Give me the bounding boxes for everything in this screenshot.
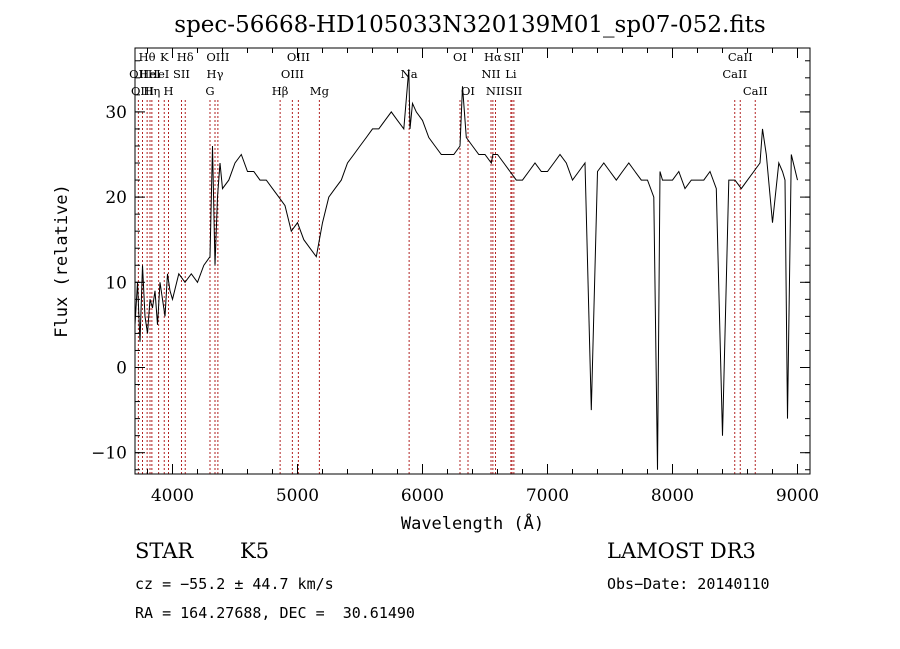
line-id-label: OIII xyxy=(287,50,310,64)
line-id-label: SII xyxy=(505,84,522,98)
x-tick-label: 6000 xyxy=(401,486,444,506)
y-axis-label: Flux (relative) xyxy=(52,184,72,338)
y-tick-label: 30 xyxy=(105,103,127,123)
line-id-label: SII xyxy=(504,50,521,64)
x-tick-label: 7000 xyxy=(526,486,569,506)
line-id-label: Hδ xyxy=(177,50,194,64)
line-id-label: OI xyxy=(453,50,467,64)
line-id-label: OIII xyxy=(206,50,229,64)
plot-frame xyxy=(134,47,811,475)
line-id-label: OI xyxy=(461,84,475,98)
line-id-label: OIII xyxy=(281,67,304,81)
x-axis-label: Wavelength (Å) xyxy=(401,512,544,534)
redshift-velocity: cz = −55.2 ± 44.7 km/s xyxy=(135,575,334,593)
coordinates: RA = 164.27688, DEC = 30.61490 xyxy=(135,604,415,622)
y-tick-label: 10 xyxy=(105,273,127,293)
line-id-label: H xyxy=(163,84,173,98)
line-id-label: NII xyxy=(486,84,505,98)
chart-title: spec-56668-HD105033N320139M01_sp07-052.f… xyxy=(174,12,765,38)
line-id-label: SII xyxy=(173,67,190,81)
line-id-label: NII xyxy=(481,67,500,81)
line-id-label: Hβ xyxy=(272,84,289,98)
line-id-label: OII xyxy=(129,67,148,81)
x-tick-label: 5000 xyxy=(276,486,319,506)
y-tick-label: −10 xyxy=(91,444,127,464)
axis-ticks: 4000 5000 6000 7000 8000 9000 −10 0 10 20 30 xyxy=(91,48,819,506)
line-id-label: Hθ xyxy=(139,50,156,64)
line-id-label: Mg xyxy=(310,84,330,98)
line-id-label: Li xyxy=(505,67,517,81)
emission-line-markers: OIIOIIIHθHeIHηHeIKHSIIHδGHγOIIIHβOIIIOII… xyxy=(129,50,768,474)
spectral-subclass: K5 xyxy=(240,539,270,563)
y-tick-label: 0 xyxy=(116,359,127,379)
line-id-label: Hγ xyxy=(207,67,224,81)
spectrum-line xyxy=(134,69,798,470)
line-id-label: K xyxy=(160,50,169,64)
line-id-label: Hη xyxy=(143,84,160,98)
x-tick-label: 4000 xyxy=(151,486,194,506)
line-id-label: G xyxy=(205,84,214,98)
object-class: STAR xyxy=(135,539,194,563)
line-id-label: HeI xyxy=(139,67,160,81)
spectrum-series xyxy=(134,69,798,470)
line-id-label: CaII xyxy=(743,84,768,98)
survey-name: LAMOST DR3 xyxy=(607,539,756,563)
y-tick-label: 20 xyxy=(105,188,127,208)
line-id-label: Hα xyxy=(484,50,502,64)
line-id-label: CaII xyxy=(722,67,747,81)
line-id-label: HeI xyxy=(148,67,169,81)
line-id-label: CaII xyxy=(728,50,753,64)
x-tick-label: 9000 xyxy=(776,486,819,506)
observation-date: Obs−Date: 20140110 xyxy=(607,575,770,593)
x-tick-label: 8000 xyxy=(651,486,694,506)
